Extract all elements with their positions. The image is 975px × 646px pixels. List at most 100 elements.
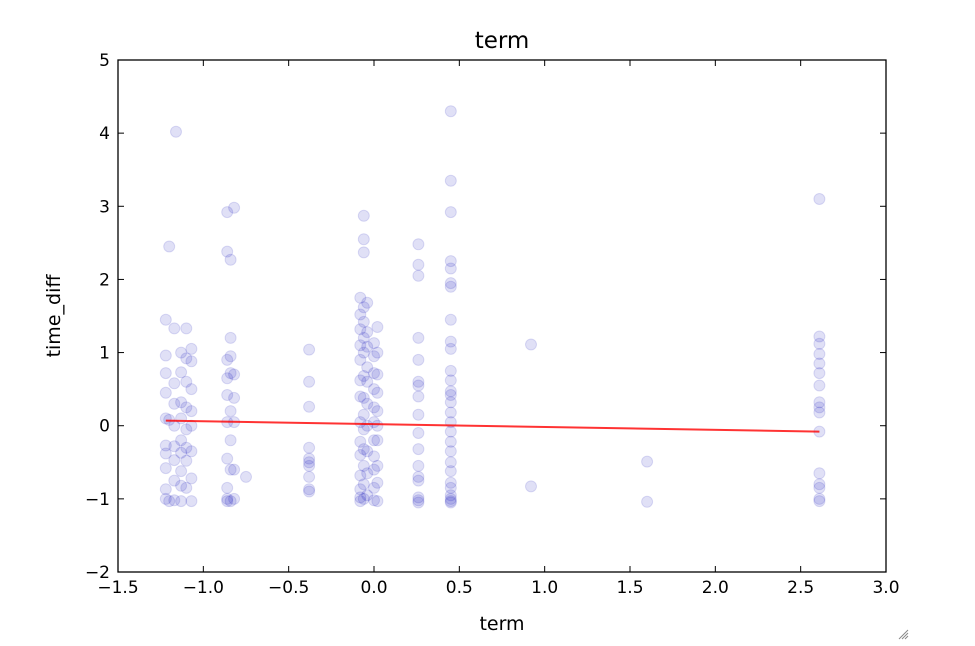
data-point (168, 454, 181, 467)
data-point (371, 495, 384, 508)
data-point (412, 470, 425, 483)
data-point (813, 379, 826, 392)
data-point (444, 435, 457, 448)
data-point (371, 434, 384, 447)
data-point (224, 331, 237, 344)
data-point (224, 434, 237, 447)
data-point (221, 206, 234, 219)
data-point (354, 390, 367, 403)
data-point (444, 456, 457, 469)
data-point (240, 470, 252, 483)
data-points (159, 105, 826, 509)
data-point (371, 459, 384, 472)
data-point (159, 483, 172, 496)
data-point (444, 389, 457, 401)
data-point (368, 401, 380, 414)
data-point (303, 485, 316, 498)
data-point (813, 357, 826, 370)
data-point (412, 331, 425, 344)
data-point (412, 443, 425, 456)
data-point (303, 441, 316, 454)
data-point (444, 255, 457, 268)
data-point (228, 201, 241, 214)
data-point (354, 483, 367, 496)
data-point (175, 495, 188, 508)
data-point (221, 481, 234, 494)
data-point (444, 445, 457, 458)
data-point (354, 353, 367, 366)
data-point (224, 463, 237, 476)
data-point (361, 296, 374, 309)
x-tick-label: 0.5 (446, 578, 473, 598)
data-point (813, 401, 826, 414)
data-point (361, 326, 374, 339)
data-point (444, 481, 457, 494)
data-point (303, 375, 316, 388)
data-point (371, 346, 384, 359)
data-point (185, 472, 198, 485)
data-point (444, 492, 457, 505)
data-point (361, 489, 374, 502)
data-point (412, 474, 425, 487)
data-point (159, 386, 172, 399)
data-point (185, 383, 198, 396)
data-point (412, 491, 425, 504)
data-point (368, 481, 380, 494)
data-point (813, 495, 826, 508)
data-point (368, 383, 380, 396)
data-point (361, 375, 374, 388)
data-point (412, 238, 425, 251)
resize-handle-icon[interactable] (897, 628, 909, 640)
data-point (168, 494, 181, 507)
data-point (357, 331, 370, 344)
data-point (224, 405, 237, 418)
data-point (368, 434, 380, 447)
data-point (357, 492, 370, 505)
regression-line (165, 419, 820, 433)
data-point (175, 446, 188, 459)
y-tick-label: 3 (99, 197, 110, 217)
data-point (168, 474, 181, 487)
data-point (813, 478, 826, 491)
data-point (444, 335, 457, 348)
data-point (412, 427, 425, 439)
data-point (185, 405, 198, 418)
data-point (412, 258, 425, 271)
data-point (228, 492, 241, 505)
y-tick-label: −2 (85, 563, 110, 583)
data-point (357, 233, 370, 246)
data-point (357, 478, 370, 491)
data-point (813, 193, 826, 205)
data-point (170, 125, 182, 138)
data-point (159, 447, 172, 460)
data-point (180, 441, 193, 454)
chart-title: term (475, 28, 530, 54)
data-point (444, 385, 457, 398)
data-point (444, 496, 457, 509)
data-point (444, 495, 457, 508)
data-point (175, 396, 188, 409)
data-point (444, 206, 457, 219)
data-point (175, 465, 188, 478)
data-point (354, 435, 367, 448)
data-point (185, 355, 198, 368)
data-point (303, 459, 316, 472)
x-axis-label: term (479, 613, 524, 635)
data-point (368, 494, 380, 507)
data-point (221, 372, 234, 385)
data-point (525, 480, 537, 493)
data-point (303, 483, 316, 496)
data-point (159, 349, 172, 362)
data-point (412, 353, 425, 366)
data-point (303, 470, 316, 483)
data-point (371, 368, 384, 381)
data-point (163, 495, 176, 508)
x-tick-label: 0.0 (360, 578, 387, 598)
data-point (180, 375, 193, 388)
data-point (371, 386, 384, 399)
y-tick-label: 2 (99, 270, 110, 290)
data-point (221, 389, 234, 401)
data-point (354, 291, 367, 304)
data-point (412, 269, 425, 282)
data-point (224, 495, 237, 508)
